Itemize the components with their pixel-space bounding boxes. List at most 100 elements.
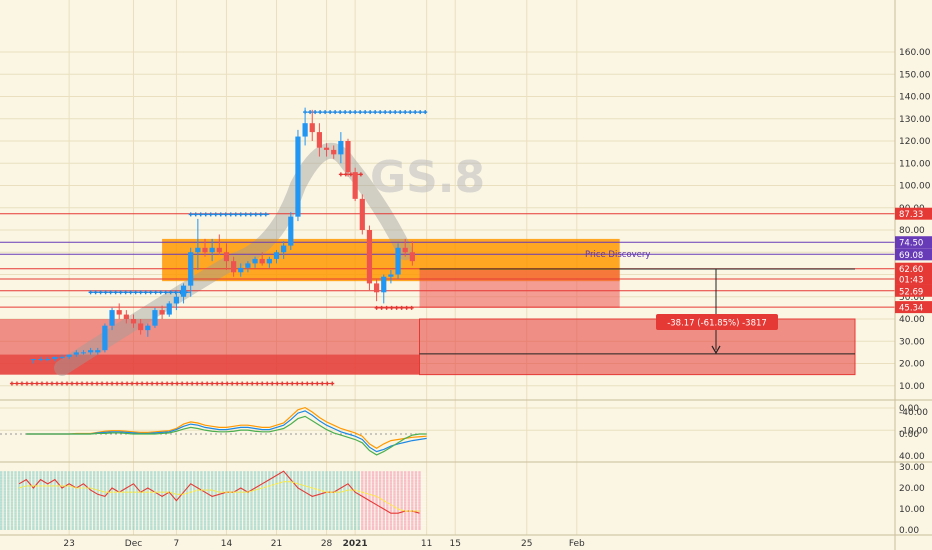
candles: [30, 107, 415, 364]
osc2-series-line: [18, 481, 420, 512]
level-badge: [895, 236, 932, 249]
candle-body: [159, 310, 165, 315]
candle-body: [188, 252, 194, 286]
candle-body: [45, 359, 51, 361]
y-tick-label: -10.00: [899, 426, 928, 436]
candle-body: [123, 314, 129, 319]
candle-body: [352, 172, 358, 199]
y-tick-label: 80.00: [899, 226, 925, 236]
candle-body: [374, 283, 380, 293]
candle-body: [295, 136, 301, 217]
candle-body: [366, 230, 373, 284]
candle-body: [80, 352, 87, 354]
candle-body: [252, 258, 258, 264]
level-badge-label: 01:43: [899, 275, 924, 285]
candle-body: [331, 149, 337, 155]
level-badge: [895, 262, 932, 275]
candle-body: [88, 350, 94, 353]
level-badge-label: 69.08: [899, 251, 923, 261]
osc1-series-line: [26, 415, 427, 456]
candle-body: [138, 323, 144, 331]
x-tick-label: 2021: [343, 539, 368, 549]
price-axis: 160.00 150.00 140.00 130.00 120.00 110.00 100.…: [894, 0, 932, 550]
candle-body: [345, 141, 351, 173]
candle-body: [116, 310, 122, 315]
candle-body: [66, 354, 72, 357]
candle-body: [52, 356, 58, 360]
candle-body: [238, 267, 244, 273]
candle-body: [152, 310, 158, 326]
candle-body: [273, 252, 280, 259]
candle-body: [316, 132, 322, 148]
candle-body: [288, 216, 294, 246]
level-badge-label: 62.60: [899, 265, 923, 275]
y-tick-label: 0.00: [899, 404, 919, 414]
candle-body: [209, 247, 215, 253]
level-badge-label: 87.33: [899, 210, 923, 220]
candle-body: [109, 310, 115, 326]
candle-body: [409, 252, 415, 262]
support-band: [0, 354, 420, 375]
candle-body: [130, 319, 137, 324]
osc2-tick-label: 30.00: [899, 463, 925, 473]
osc2-tick-label: 0.00: [899, 526, 919, 536]
level-badge-label: 52.69: [899, 287, 923, 297]
candle-body: [381, 276, 387, 293]
y-tick-label: 30.00: [899, 337, 925, 347]
level-badge: [895, 284, 932, 297]
x-tick-label: 28: [321, 539, 333, 549]
candle-body: [173, 296, 179, 304]
candle-body: [259, 258, 265, 264]
watermark-text: GS.8: [370, 152, 485, 203]
y-tick-label: 110.00: [899, 159, 931, 169]
y-tick-label: 130.00: [899, 115, 931, 125]
candle-body: [266, 258, 272, 264]
y-tick-label: 100.00: [899, 182, 931, 192]
level-badge-label: 45.34: [899, 304, 923, 314]
osc1-tick-label: -40.00: [899, 408, 928, 418]
y-tick-label: 140.00: [899, 93, 931, 103]
level-badge: [895, 248, 932, 261]
candle-body: [102, 325, 108, 351]
candle-body: [202, 247, 208, 253]
zone-rect: [419, 270, 620, 308]
osc2-tick-label: 10.00: [899, 505, 925, 515]
osc2-tick-label: 20.00: [899, 484, 925, 494]
osc1-tick-label: 40.00: [899, 452, 925, 462]
candle-body: [166, 303, 172, 315]
candle-body: [37, 359, 44, 361]
price-discovery-label: Price Discovery: [585, 250, 650, 260]
candle-body: [309, 123, 315, 133]
osc1-tick-label: 0.00: [899, 430, 919, 440]
candle-body: [145, 325, 151, 331]
x-tick-label: 7: [174, 539, 180, 549]
projection-box: [419, 318, 856, 376]
osc2-series-line: [18, 470, 420, 514]
candle-body: [323, 147, 330, 150]
x-tick-label: 23: [63, 539, 74, 549]
stop-marker-row: [188, 212, 270, 217]
x-tick-label: Dec: [125, 539, 142, 549]
level-badge: [895, 301, 932, 314]
x-tick-label: 15: [450, 539, 461, 549]
x-tick-label: 25: [521, 539, 532, 549]
candle-body: [195, 247, 201, 253]
candle-body: [395, 247, 401, 275]
candle-body: [302, 123, 308, 137]
candle-body: [245, 263, 251, 268]
level-badge-label: 74.50: [899, 239, 923, 249]
y-tick-label: 50.00: [899, 293, 925, 303]
y-tick-label: 10.00: [899, 382, 925, 392]
level-badge: [895, 207, 932, 220]
osc2-histogram: [0, 471, 427, 530]
candle-body: [30, 359, 36, 361]
stop-marker-row: [9, 381, 335, 386]
y-tick-label: 20.00: [899, 360, 925, 370]
y-tick-label: 120.00: [899, 137, 931, 147]
candle-body: [180, 285, 187, 297]
measure-arrow: [711, 345, 721, 355]
x-tick-label: 21: [271, 539, 282, 549]
candle-body: [231, 261, 237, 273]
